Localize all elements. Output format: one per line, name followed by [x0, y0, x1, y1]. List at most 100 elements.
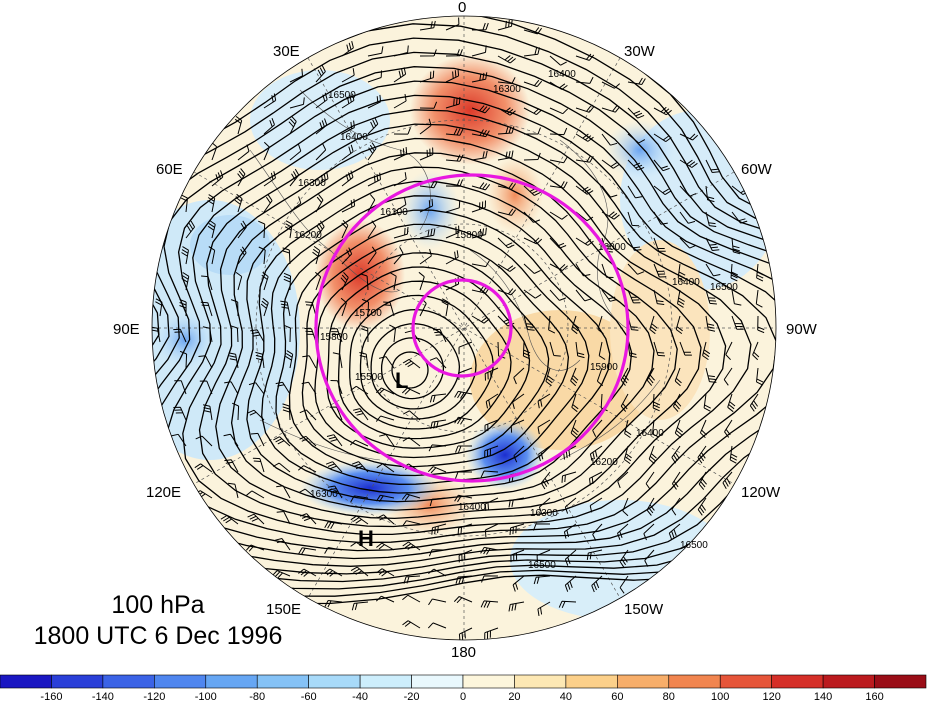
wind-barb-icon: [575, 105, 595, 113]
wind-barb-icon: [379, 434, 395, 447]
wind-barb-icon: [393, 147, 408, 161]
wind-barb-icon: [350, 515, 369, 525]
wind-barb-icon: [263, 141, 270, 161]
wind-barb-icon: [513, 367, 525, 385]
wind-barb-icon: [173, 406, 187, 421]
wind-barb-icon: [731, 315, 744, 330]
height-contour: [152, 37, 776, 583]
wind-barb-icon: [419, 49, 437, 57]
wind-barb-icon: [731, 289, 742, 306]
wind-barb-icon: [564, 497, 577, 514]
wind-barb-icon: [545, 367, 554, 387]
wind-barb-icon: [418, 271, 425, 291]
wind-barb-icon: [224, 381, 239, 395]
wind-barb-icon: [471, 285, 490, 294]
wind-barb-icon: [481, 575, 499, 583]
wind-barb-icon: [327, 485, 343, 499]
wind-barb-icon: [289, 97, 305, 109]
wind-barb-icon: [601, 211, 620, 220]
wind-barb-icon: [283, 324, 291, 343]
colorbar-tick-label: -20: [404, 691, 420, 702]
colorbar-tick-label: -120: [143, 691, 165, 702]
wind-barb-icon: [697, 497, 707, 516]
contour-label: 16300: [530, 508, 558, 519]
wind-barb-icon: [675, 315, 683, 335]
wind-barb-icon: [589, 445, 603, 461]
wind-barb-icon: [458, 341, 473, 355]
contour-label: 16500: [710, 282, 738, 293]
contour-label: 16400: [672, 277, 700, 288]
wind-barb-icon: [298, 488, 317, 499]
wind-barb-icon: [289, 168, 300, 187]
colorbar-tick-label: -160: [40, 691, 62, 702]
reference-circles: [314, 173, 630, 483]
height-contour: [230, 166, 678, 511]
wind-barb-icon: [430, 419, 447, 430]
wind-barb-icon: [510, 549, 525, 563]
lon-label-180: 180: [451, 644, 476, 661]
wind-barb-icon: [376, 568, 395, 577]
lon-label-120e: 120E: [146, 484, 181, 501]
wind-barb-icon: [393, 94, 407, 109]
wind-barb-icon: [512, 393, 525, 410]
colorbar-tick-labels: -160 -140 -120 -100 -80 -60 -40 -20 0 20 40 60 80 100…: [40, 691, 883, 702]
wind-barb-icon: [513, 445, 525, 463]
colorbar-swatch: [514, 674, 567, 689]
wind-barb-icon: [570, 419, 579, 439]
wind-barb-icon: [280, 300, 291, 317]
wind-barb-icon: [705, 315, 716, 332]
wind-barb-icon: [627, 211, 640, 227]
colorbar-swatch: [308, 674, 361, 689]
wind-barb-icon: [228, 352, 239, 369]
valid-time-title: 1800 UTC 6 Dec 1996: [33, 622, 283, 650]
colorbar-swatch: [822, 674, 875, 689]
wind-barb-icon: [723, 367, 733, 386]
wind-barb-icon: [627, 185, 643, 199]
wind-barb-icon: [705, 237, 720, 251]
wind-barb-icon: [471, 150, 488, 161]
wind-barb-icon: [350, 541, 369, 551]
wind-barb-icon: [315, 143, 327, 161]
wind-barb-icon: [725, 341, 733, 361]
wind-barb-icon: [299, 513, 317, 525]
height-contour: [391, 351, 429, 389]
wind-barb-icon: [537, 393, 551, 409]
polar-stereographic-map: 16400 16300 16500 16400 16300 16100 1620…: [113, 0, 818, 661]
height-contour: [152, 51, 776, 575]
wind-barb-icon: [646, 497, 655, 516]
wind-barb-icon: [376, 542, 395, 551]
wind-barb-icon: [570, 367, 579, 387]
wind-barb-icon: [480, 470, 499, 478]
wind-barb-icon: [523, 79, 543, 88]
wind-barb-icon: [601, 159, 620, 169]
height-contour: [246, 180, 655, 503]
wind-barb-icon: [247, 513, 265, 525]
contour-label: 16300: [298, 178, 326, 189]
wind-barb-icon: [455, 575, 473, 584]
height-contour: [370, 323, 461, 410]
wind-barb-icon: [674, 419, 684, 439]
wind-barb-icon: [598, 341, 606, 360]
wind-barb-icon: [674, 367, 682, 387]
wind-barb-icon: [752, 341, 760, 361]
wind-barb-icon: [484, 627, 499, 640]
wind-barb-icon: [471, 182, 491, 191]
height-contour: [164, 109, 776, 544]
wind-barb-icon: [341, 40, 354, 57]
wind-barb-icon: [234, 115, 243, 135]
wind-barb-icon: [299, 435, 317, 447]
wind-barb-icon: [260, 297, 269, 317]
contour-label: 15800: [455, 230, 483, 241]
wind-barb-icon: [549, 289, 567, 301]
colorbar-swatch: [565, 674, 618, 689]
colorbar-tick-label: 140: [814, 691, 832, 702]
wind-barb-icon: [351, 461, 369, 473]
wind-barb-icon: [471, 260, 490, 268]
wind-barb-icon: [179, 299, 187, 317]
longitude-labels: 0 30W 60W 90W 120W 150W 180 150E 120E 90…: [113, 0, 818, 661]
wind-barb-icon: [351, 601, 369, 611]
wind-barb-icon: [341, 120, 355, 135]
wind-barb-icon: [512, 575, 525, 592]
wind-barb-icon: [571, 393, 579, 413]
wind-barb-icon: [649, 315, 658, 335]
